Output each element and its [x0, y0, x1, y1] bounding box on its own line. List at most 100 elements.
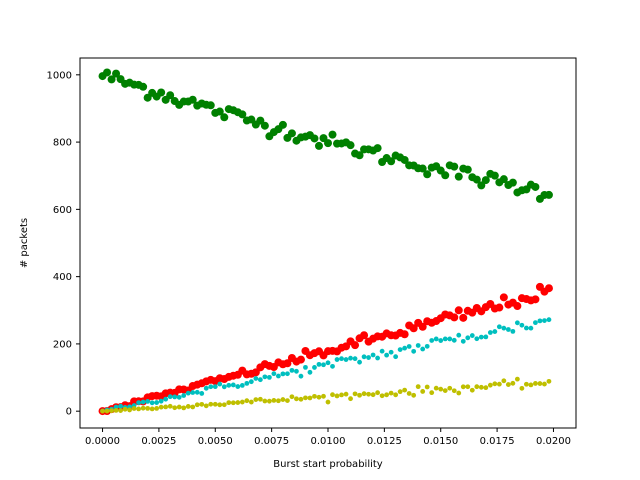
data-point	[418, 322, 427, 331]
data-point	[546, 317, 552, 323]
data-point	[176, 404, 182, 410]
data-point	[415, 343, 421, 348]
data-point	[194, 402, 200, 408]
data-point	[524, 381, 529, 387]
data-point	[321, 362, 326, 368]
data-point	[262, 374, 268, 380]
data-point	[221, 384, 227, 390]
data-point	[256, 116, 265, 125]
data-point	[266, 374, 272, 380]
data-point	[276, 373, 281, 379]
data-point	[492, 329, 498, 334]
data-point	[375, 390, 380, 396]
data-point	[451, 337, 457, 343]
data-point	[513, 302, 522, 311]
data-point	[424, 343, 430, 349]
data-point	[122, 406, 128, 412]
data-point	[415, 384, 421, 390]
data-point	[167, 403, 173, 409]
data-point	[519, 322, 525, 328]
data-point	[533, 320, 538, 326]
data-point	[343, 391, 349, 397]
data-point	[400, 330, 409, 339]
data-point	[235, 400, 241, 405]
data-point	[400, 155, 409, 164]
data-point	[324, 139, 332, 148]
data-point	[212, 384, 218, 390]
data-point	[384, 352, 390, 358]
data-point	[346, 141, 355, 150]
y-tick-label: 800	[53, 138, 72, 149]
data-point	[360, 331, 369, 340]
data-point	[226, 382, 232, 388]
data-point	[355, 151, 364, 160]
data-point	[533, 381, 538, 386]
data-point	[456, 390, 462, 396]
data-point	[163, 404, 169, 410]
data-point	[145, 399, 151, 404]
data-point	[424, 384, 430, 390]
data-point	[481, 176, 490, 185]
data-point	[451, 388, 457, 394]
x-tick-label: 0.0000	[85, 436, 120, 447]
x-tick-label: 0.0175	[480, 436, 515, 447]
data-point	[438, 338, 444, 343]
data-point	[406, 391, 412, 396]
data-point	[456, 332, 462, 338]
data-point	[495, 303, 504, 312]
data-point	[370, 392, 376, 398]
data-point	[442, 336, 448, 342]
data-point	[454, 306, 463, 315]
data-point	[393, 354, 399, 360]
data-point	[140, 399, 146, 405]
data-point	[454, 172, 463, 181]
data-point	[149, 406, 155, 412]
data-point	[418, 164, 427, 173]
data-point	[262, 398, 268, 404]
data-point	[244, 380, 250, 386]
data-point	[433, 336, 439, 342]
data-point	[199, 391, 205, 396]
data-point	[501, 378, 507, 384]
data-point	[253, 397, 259, 403]
data-point	[397, 347, 403, 353]
data-point	[442, 388, 448, 394]
data-point	[239, 399, 245, 405]
data-point	[441, 171, 450, 180]
y-tick-label: 400	[53, 272, 72, 283]
data-point	[276, 398, 281, 404]
data-point	[212, 401, 218, 407]
data-point	[118, 408, 123, 414]
data-point	[235, 384, 241, 389]
data-point	[339, 356, 344, 362]
data-point	[280, 371, 286, 377]
y-axis-label: # packets	[19, 218, 30, 268]
data-point	[278, 120, 287, 129]
data-point	[157, 88, 166, 97]
data-point	[217, 381, 223, 387]
data-point	[190, 390, 196, 395]
data-point	[248, 399, 254, 405]
data-point	[139, 82, 148, 91]
data-point	[351, 341, 360, 350]
data-point	[285, 371, 290, 377]
data-point	[163, 396, 169, 402]
data-point	[185, 404, 191, 409]
data-point	[411, 348, 417, 354]
data-point	[112, 69, 121, 78]
data-point	[433, 385, 439, 391]
data-point	[158, 404, 164, 410]
x-tick-label: 0.0025	[141, 436, 176, 447]
data-point	[519, 385, 525, 391]
data-point	[388, 349, 394, 355]
data-point	[206, 101, 215, 110]
data-point	[447, 385, 453, 391]
data-point	[203, 385, 209, 391]
data-point	[149, 400, 155, 406]
data-point	[113, 404, 119, 410]
data-point	[100, 408, 105, 414]
data-point	[465, 335, 471, 341]
data-point	[423, 170, 432, 179]
x-axis-ticks: 0.0000 0.0025 0.0050 0.0075 0.0100 0.0125 0.01…	[85, 428, 571, 447]
